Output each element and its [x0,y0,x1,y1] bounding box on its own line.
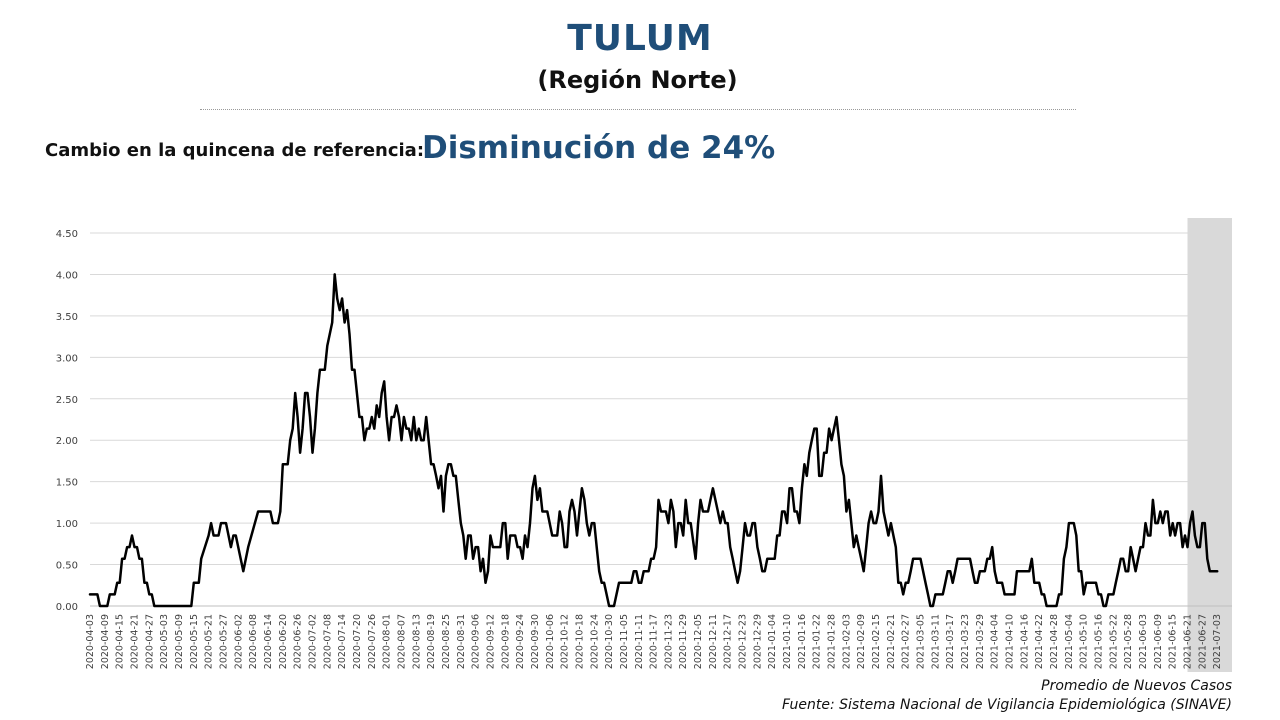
x-tick-label: 2020-07-08 [322,614,333,669]
x-tick-label: 2020-11-23 [663,614,674,669]
x-tick-label: 2020-08-01 [382,614,393,669]
x-tick-label: 2020-07-14 [337,614,348,669]
x-tick-label: 2020-07-02 [307,614,318,669]
x-tick-label: 2020-05-21 [204,614,215,669]
x-tick-label: 2021-02-27 [901,614,912,669]
x-tick-label: 2020-06-14 [263,614,274,669]
y-tick-label: 3.50 [56,312,78,323]
y-tick-label: 1.00 [56,519,78,530]
x-tick-label: 2021-05-04 [1064,614,1075,669]
x-tick-label: 2021-01-10 [782,614,793,669]
x-tick-label: 2020-04-15 [115,614,126,669]
x-tick-label: 2020-04-03 [85,614,96,669]
x-tick-label: 2020-07-26 [367,614,378,669]
x-tick-label: 2021-01-16 [797,614,808,669]
x-tick-label: 2021-06-03 [1138,614,1149,669]
y-tick-label: 2.00 [56,436,78,447]
y-tick-label: 1.50 [56,478,78,489]
x-tick-label: 2021-07-03 [1212,614,1223,669]
x-tick-label: 2020-04-09 [100,614,111,669]
x-tick-label: 2020-11-29 [678,614,689,669]
x-tick-label: 2020-09-18 [500,614,511,669]
x-tick-label: 2021-04-16 [1019,614,1030,669]
x-tick-label: 2021-05-28 [1123,614,1134,669]
x-tick-label: 2020-12-17 [723,614,734,669]
chart-caption: Promedio de Nuevos Casos [1041,678,1232,694]
chart-source: Fuente: Sistema Nacional de Vigilancia E… [782,697,1232,713]
y-tick-label: 2.50 [56,395,78,406]
x-tick-label: 2020-10-18 [574,614,585,669]
x-tick-label: 2020-06-26 [293,614,304,669]
x-tick-label: 2021-06-27 [1197,614,1208,669]
x-tick-label: 2021-04-04 [990,614,1001,669]
x-tick-label: 2021-01-04 [767,614,778,669]
x-tick-label: 2020-05-03 [159,614,170,669]
x-tick-label: 2021-05-22 [1108,614,1119,669]
x-tick-label: 2021-04-10 [1005,614,1016,669]
y-tick-label: 3.00 [56,353,78,364]
x-tick-label: 2020-05-27 [218,614,229,669]
change-value: Disminución de 24% [422,130,776,166]
x-tick-label: 2020-12-05 [693,614,704,669]
x-tick-label: 2020-11-11 [634,614,645,669]
x-tick-label: 2021-03-17 [945,614,956,669]
x-tick-label: 2021-04-22 [1034,614,1045,669]
x-tick-label: 2020-09-24 [515,614,526,669]
chart-subtitle: (Región Norte) [537,66,738,94]
x-tick-label: 2020-05-15 [189,614,200,669]
change-label: Cambio en la quincena de referencia: [45,140,425,161]
x-tick-label: 2021-06-15 [1168,614,1179,669]
x-tick-label: 2020-10-24 [589,614,600,669]
x-tick-label: 2020-08-25 [441,614,452,669]
y-tick-label: 0.50 [56,561,78,572]
x-tick-label: 2020-09-12 [485,614,496,669]
x-tick-label: 2020-08-31 [456,614,467,669]
x-tick-label: 2021-05-16 [1094,614,1105,669]
x-tick-label: 2021-02-15 [871,614,882,669]
y-tick-label: 0.00 [56,602,78,613]
chart-title: TULUM [567,18,713,59]
reference-period-band [1187,218,1232,672]
x-tick-label: 2021-05-10 [1079,614,1090,669]
x-tick-label: 2021-06-09 [1153,614,1164,669]
x-tick-label: 2021-04-28 [1049,614,1060,669]
x-tick-label: 2020-09-30 [530,614,541,669]
x-tick-label: 2021-03-29 [975,614,986,669]
x-tick-label: 2020-11-17 [649,614,660,669]
series-line [88,273,1219,608]
x-tick-label: 2020-05-09 [174,614,185,669]
x-tick-label: 2020-04-27 [144,614,155,669]
x-tick-label: 2020-06-08 [248,614,259,669]
x-tick-label: 2020-08-07 [396,614,407,669]
x-tick-label: 2020-12-11 [708,614,719,669]
x-tick-label: 2020-11-05 [619,614,630,669]
x-tick-label: 2021-01-28 [827,614,838,669]
x-tick-label: 2021-02-21 [886,614,897,669]
y-tick-label: 4.50 [56,229,78,240]
x-tick-label: 2020-06-02 [233,614,244,669]
x-tick-label: 2020-08-13 [411,614,422,669]
x-tick-label: 2020-08-19 [426,614,437,669]
x-tick-label: 2020-07-20 [352,614,363,669]
x-tick-label: 2021-06-21 [1183,614,1194,669]
x-tick-label: 2020-10-06 [545,614,556,669]
x-tick-label: 2021-03-05 [916,614,927,669]
x-tick-label: 2021-01-22 [812,614,823,669]
x-tick-label: 2020-12-29 [752,614,763,669]
y-tick-label: 4.00 [56,270,78,281]
x-tick-label: 2020-09-06 [471,614,482,669]
x-tick-label: 2021-02-03 [841,614,852,669]
title-divider [200,109,1076,110]
x-tick-label: 2020-10-12 [560,614,571,669]
x-tick-label: 2020-06-20 [278,614,289,669]
x-tick-label: 2021-02-09 [856,614,867,669]
x-tick-label: 2021-03-11 [930,614,941,669]
x-tick-label: 2021-03-23 [960,614,971,669]
x-tick-label: 2020-04-21 [129,614,140,669]
x-tick-label: 2020-12-23 [738,614,749,669]
x-tick-label: 2020-10-30 [604,614,615,669]
